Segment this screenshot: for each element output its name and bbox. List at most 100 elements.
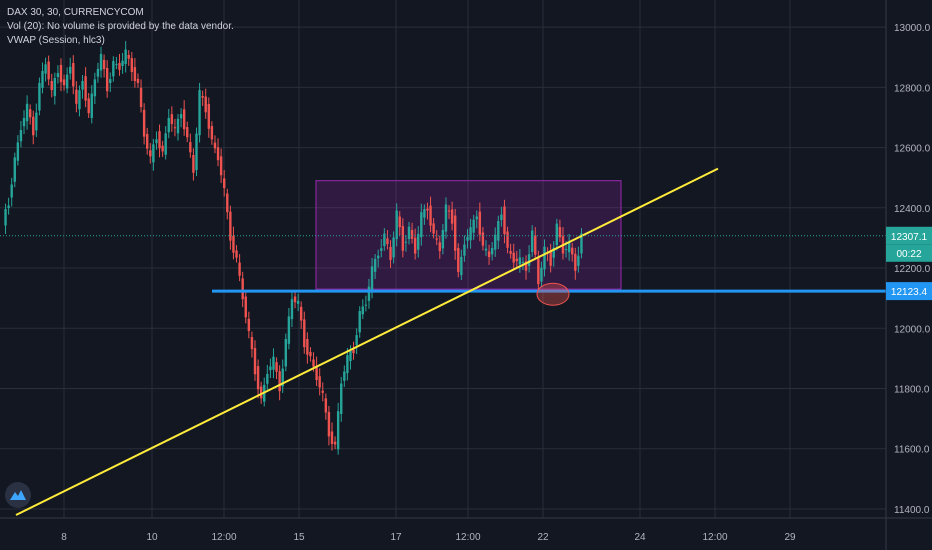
candle-body [219,156,223,176]
candle-body [407,226,411,240]
candle-body [512,252,515,263]
candle-body [450,209,454,224]
candle-body [241,278,244,300]
candle-body [93,79,97,97]
candle-body [44,64,47,74]
candle-body [309,351,312,357]
candle-body [4,209,7,226]
candle-body [189,142,192,153]
candle-body [484,248,488,251]
candle-body [269,366,272,371]
candle-body [78,90,81,110]
candle-body [521,261,525,263]
candle-body [127,54,130,59]
y-tick-label: 12400.0 [894,204,931,215]
volume-legend[interactable]: Vol (20): No volume is provided by the d… [7,21,234,32]
candle-body [460,256,463,276]
candle-body [352,349,355,354]
candle-body [423,209,426,218]
drawing-lines [0,167,886,516]
support-badge [886,282,932,301]
candle-body [355,335,358,346]
candlestick-series [4,41,583,455]
candle-body [216,147,220,161]
candle-body [349,350,352,362]
candle-body [142,109,146,137]
candle-body [336,411,340,450]
candle-body [167,117,170,133]
candle-body [112,61,115,77]
candle-body [333,441,337,445]
x-tick-label: 17 [390,532,402,543]
candle-body [534,235,537,255]
candle-body [404,241,408,243]
candle-body [494,234,497,250]
candle-body [361,306,364,315]
candle-body [75,89,78,104]
candle-body [223,178,226,189]
candle-body [90,93,93,118]
candle-body [69,66,72,74]
candle-body [38,83,41,111]
candle-body [478,211,482,235]
candle-body [555,223,559,246]
candle-body [524,261,528,271]
candle-body [413,237,417,254]
candle-body [50,81,53,91]
chart-grid [0,0,886,518]
candle-body [118,63,121,70]
highlight-ellipse [536,282,570,306]
vwap-legend[interactable]: VWAP (Session, hlc3) [7,35,105,46]
candle-body [87,98,90,114]
candle-body [109,79,112,84]
candle-body [133,67,137,82]
candle-body [179,114,183,119]
candle-body [99,53,103,71]
candle-body [266,373,269,384]
candle-body [290,299,294,320]
symbol-legend[interactable]: DAX 30, 30, CURRENCYCOM [7,7,144,18]
y-tick-label: 12600.0 [894,144,931,155]
candle-body [481,232,485,246]
candle-body [312,359,315,367]
candle-body [149,150,152,157]
candle-body [420,212,423,238]
candle-body [429,205,432,226]
candle-body [340,383,343,414]
chart-overlays [315,180,622,290]
candle-body [383,233,386,246]
candle-body [250,337,254,350]
candle-body [56,73,60,77]
candle-body [321,390,324,393]
trend-line [15,167,719,516]
candle-body [530,230,534,253]
candle-body [386,238,389,245]
candle-body [549,251,552,266]
candle-body [155,139,158,144]
candle-body [65,74,69,89]
y-tick-label: 12800.0 [894,83,931,94]
candle-body [506,231,509,248]
time-axis: 8 10 12:00 15 17 12:00 22 24 12:00 29 [0,517,932,543]
x-tick-label: 12:00 [702,532,727,543]
candle-body [247,318,251,332]
x-tick-label: 12:00 [455,532,480,543]
x-tick-label: 15 [293,532,305,543]
x-tick-label: 12:00 [211,532,236,543]
candle-body [543,246,546,270]
candle-body [327,411,331,437]
tradingview-logo-icon[interactable] [5,482,31,508]
candle-body [500,214,503,221]
candle-body [182,109,186,130]
y-tick-label: 12000.0 [894,324,931,335]
candle-body [204,96,207,113]
candle-body [509,251,512,254]
candle-body [503,206,506,235]
candle-body [417,233,420,250]
candle-body [96,68,100,77]
candle-body [201,96,204,98]
candle-body [170,114,174,125]
y-tick-label: 13000.0 [894,23,931,34]
candle-body [438,242,441,252]
